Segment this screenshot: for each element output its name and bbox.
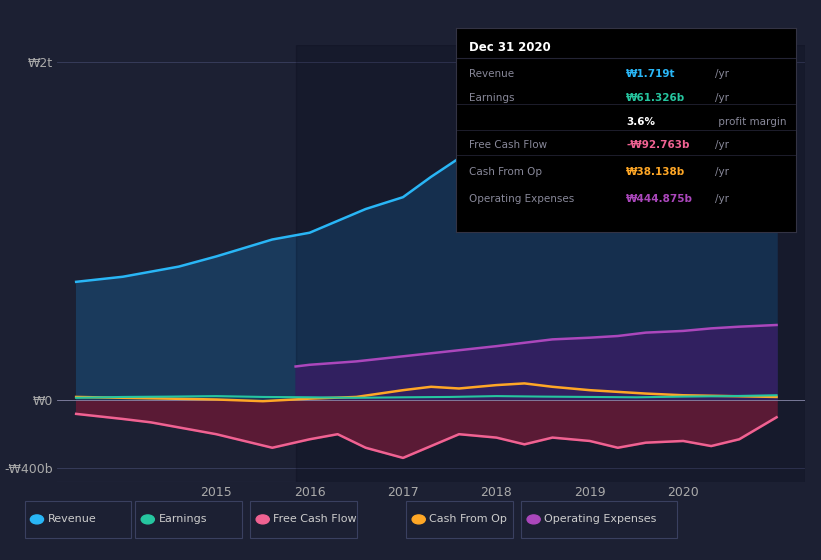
Text: /yr: /yr [714,94,728,104]
Text: /yr: /yr [714,167,728,177]
Text: ₩444.875b: ₩444.875b [626,194,693,204]
Text: Free Cash Flow: Free Cash Flow [273,515,357,524]
Text: /yr: /yr [714,141,728,151]
Text: Earnings: Earnings [470,94,515,104]
Text: Revenue: Revenue [48,515,96,524]
Text: /yr: /yr [714,194,728,204]
Text: Revenue: Revenue [470,69,515,79]
Text: ₩1.719t: ₩1.719t [626,69,676,79]
Text: -₩92.763b: -₩92.763b [626,141,690,151]
Text: Cash From Op: Cash From Op [429,515,507,524]
Text: Earnings: Earnings [158,515,207,524]
Text: Free Cash Flow: Free Cash Flow [470,141,548,151]
Text: ₩61.326b: ₩61.326b [626,94,686,104]
Text: Operating Expenses: Operating Expenses [470,194,575,204]
Text: Operating Expenses: Operating Expenses [544,515,657,524]
Text: Cash From Op: Cash From Op [470,167,543,177]
Text: ₩38.138b: ₩38.138b [626,167,686,177]
Text: 3.6%: 3.6% [626,117,655,127]
Text: Dec 31 2020: Dec 31 2020 [470,41,551,54]
Text: profit margin: profit margin [714,117,786,127]
Bar [296,45,805,482]
Text: /yr: /yr [714,69,728,79]
